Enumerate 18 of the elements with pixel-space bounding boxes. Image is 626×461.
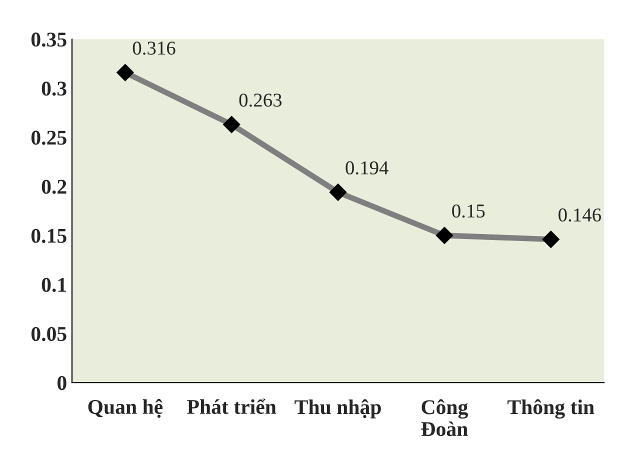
- x-tick-label: Phát triển: [187, 398, 276, 414]
- x-tick-label: Thu nhập: [294, 399, 381, 418]
- x-tick-label: Công Đoàn: [421, 399, 468, 436]
- y-tick-label: 0.15: [31, 228, 66, 243]
- y-tick-label: 0.1: [42, 278, 66, 292]
- y-tick-label: 0.05: [31, 326, 66, 342]
- y-tick-label: 0.2: [42, 180, 66, 194]
- data-label: 0.316: [132, 42, 176, 55]
- y-tick-label: 0: [58, 376, 66, 390]
- data-label: 0.194: [346, 161, 388, 175]
- x-tick-label: Quan hệ: [88, 399, 163, 418]
- y-tick-label: 0.3: [42, 82, 66, 96]
- data-label: 0.146: [558, 208, 601, 222]
- data-label: 0.263: [239, 94, 282, 107]
- y-tick-label: 0.35: [31, 32, 66, 47]
- data-label: 0.15: [452, 204, 485, 218]
- y-tick-label: 0.25: [31, 130, 66, 145]
- x-tick-label: Thông tin: [507, 399, 594, 419]
